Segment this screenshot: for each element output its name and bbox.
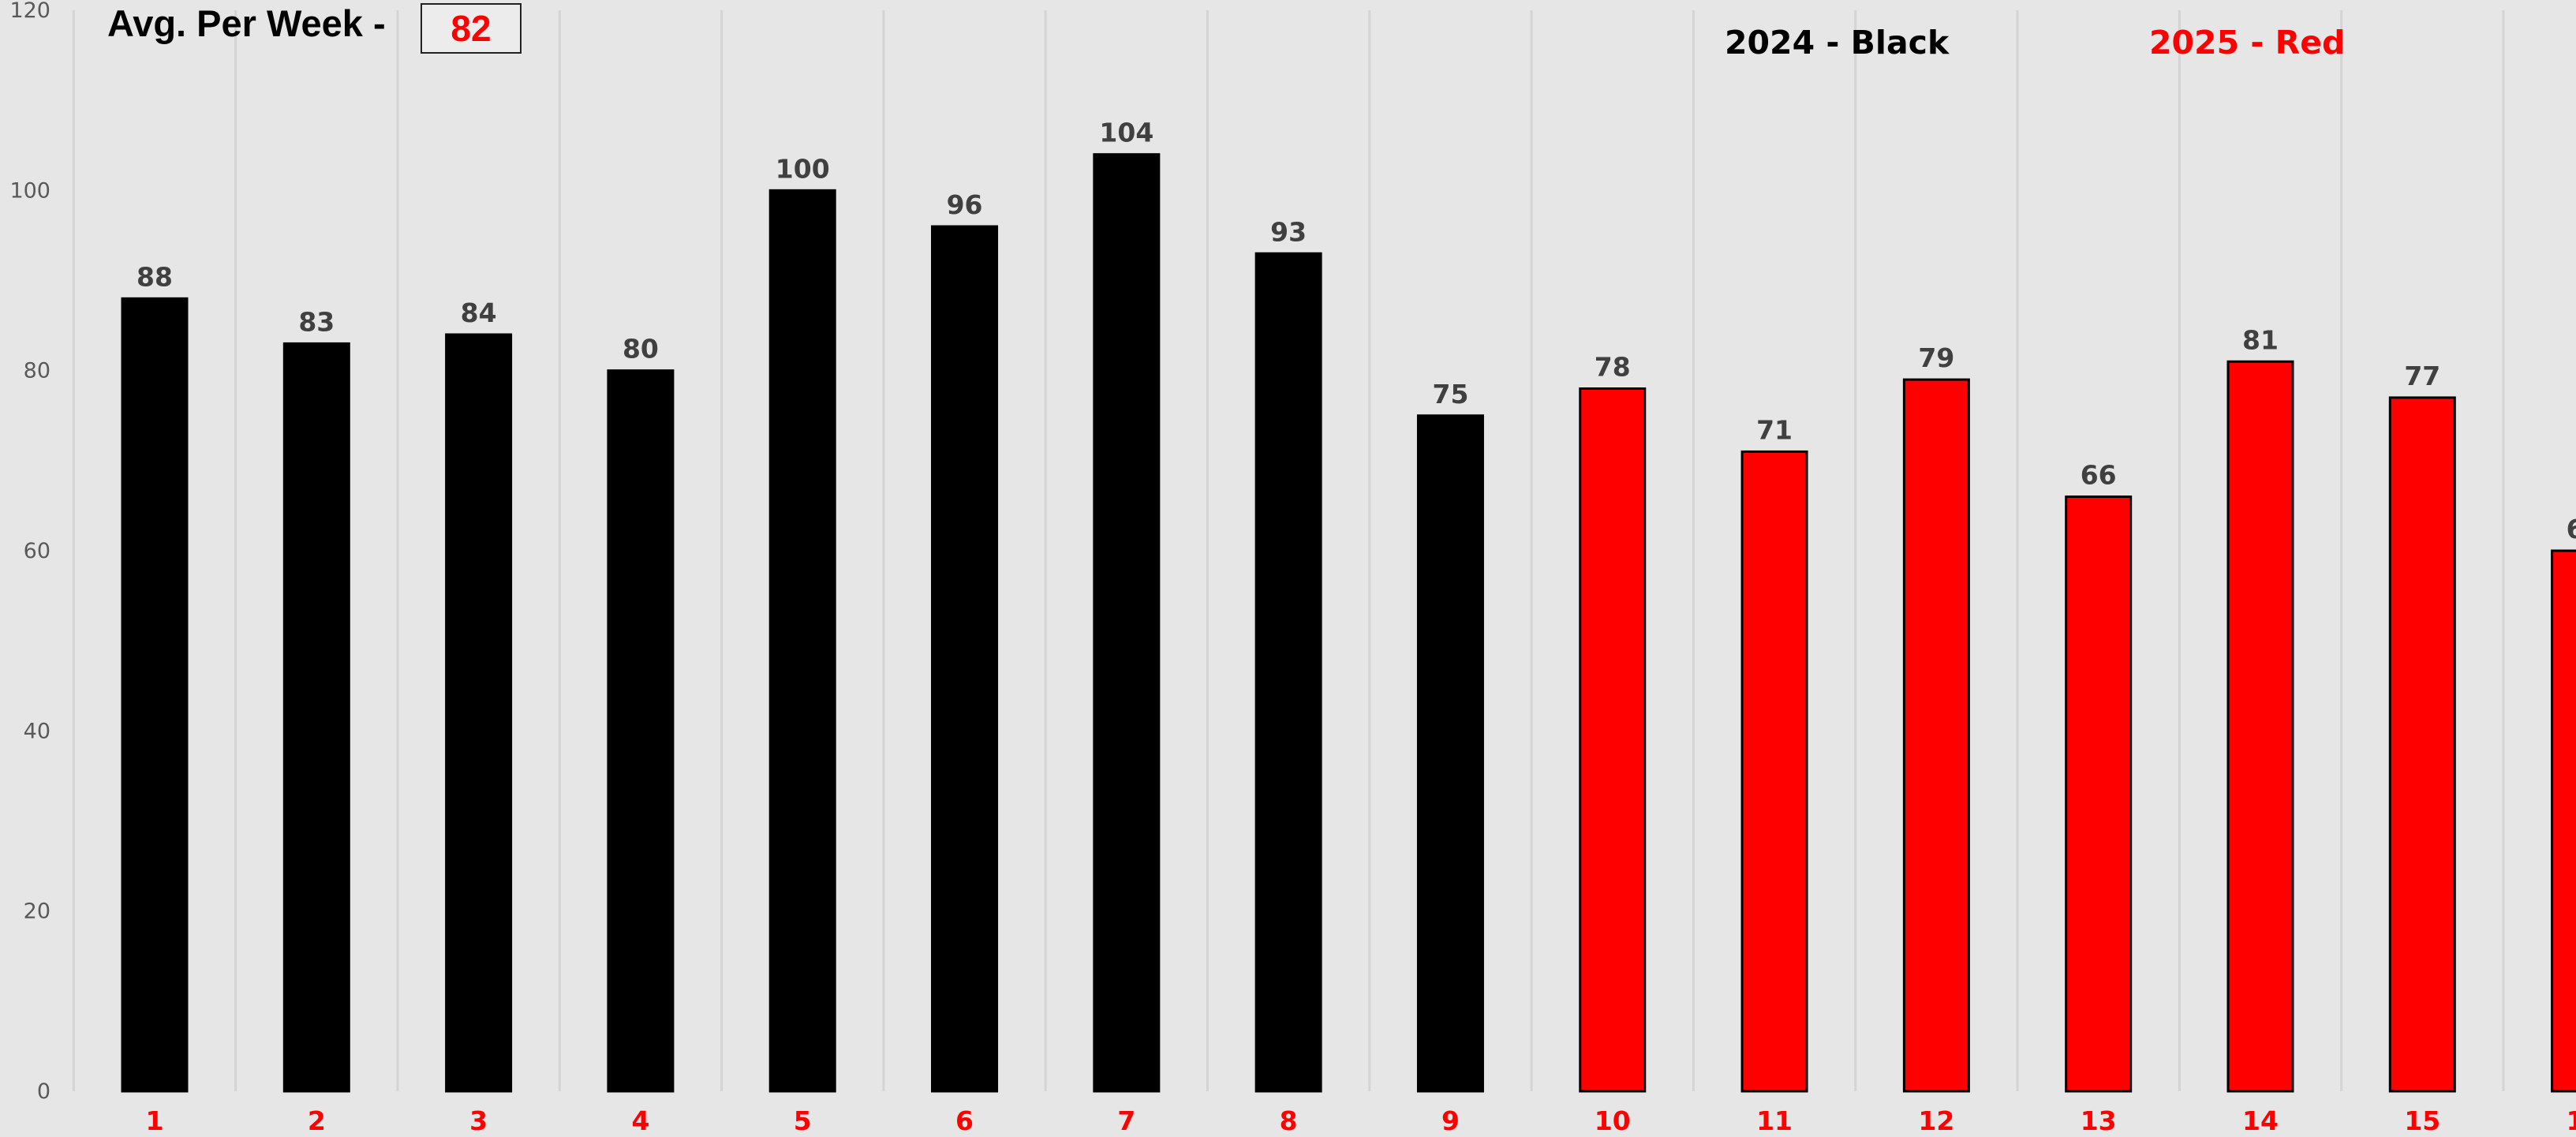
value-label: 81 [2242, 324, 2279, 355]
y-tick-label: 80 [24, 359, 50, 383]
x-tick-label: 12 [1918, 1105, 1954, 1136]
x-tick-label: 2 [308, 1105, 326, 1136]
y-tick-label: 20 [24, 900, 50, 924]
bar-14 [2226, 360, 2294, 1093]
value-label: 93 [1270, 216, 1307, 247]
x-tick-label: 5 [794, 1105, 812, 1136]
x-tick-label: 14 [2242, 1105, 2279, 1136]
x-tick-label: 10 [1595, 1105, 1631, 1136]
bar-4 [607, 369, 675, 1093]
bar-10 [1579, 387, 1647, 1093]
x-tick-label: 6 [955, 1105, 974, 1136]
x-tick-label: 15 [2404, 1105, 2440, 1136]
bar-7 [1093, 153, 1161, 1093]
y-tick-label: 40 [24, 719, 50, 743]
value-label: 80 [623, 334, 659, 365]
x-tick-label: 4 [631, 1105, 649, 1136]
avg-per-week-label: Avg. Per Week - [107, 2, 386, 44]
value-label: 71 [1756, 414, 1793, 445]
x-tick-label: 13 [2081, 1105, 2117, 1136]
x-tick-label: 7 [1117, 1105, 1135, 1136]
x-tick-label: 9 [1441, 1105, 1460, 1136]
value-label: 100 [776, 153, 830, 184]
bar-3 [445, 333, 513, 1093]
value-label: 77 [2404, 361, 2440, 391]
value-label: 88 [136, 261, 173, 292]
value-label: 84 [461, 297, 497, 328]
value-label: 60 [2567, 514, 2576, 544]
x-tick-label: 11 [1756, 1105, 1793, 1136]
value-label: 75 [1432, 379, 1468, 410]
bar-8 [1254, 252, 1322, 1093]
y-tick-label: 120 [9, 0, 50, 23]
x-tick-label: 3 [469, 1105, 488, 1136]
bar-12 [1902, 378, 1970, 1093]
y-tick-label: 100 [9, 178, 50, 203]
bar-11 [1740, 450, 1808, 1093]
x-tick-label: 1 [146, 1105, 164, 1136]
y-tick-label: 0 [37, 1079, 50, 1104]
bar-5 [768, 189, 836, 1093]
value-label: 78 [1595, 352, 1631, 383]
bar-15 [2388, 396, 2456, 1093]
legend-2024-black: 2024 - Black [1725, 24, 1950, 62]
bar-2 [282, 342, 350, 1093]
value-label: 79 [1918, 342, 1954, 373]
bar-13 [2065, 496, 2133, 1093]
avg-per-week-value: 82 [421, 3, 522, 54]
value-label: 83 [298, 306, 335, 337]
x-tick-label: 16 [2567, 1105, 2576, 1136]
bar-9 [1416, 414, 1484, 1093]
bar-16 [2551, 549, 2576, 1093]
y-tick-label: 60 [24, 539, 50, 563]
value-label: 96 [947, 189, 983, 220]
x-tick-label: 8 [1280, 1105, 1298, 1136]
value-label: 104 [1099, 118, 1153, 148]
bar-1 [121, 297, 189, 1093]
legend-2025-red: 2025 - Red [2149, 24, 2346, 62]
value-label: 66 [2081, 460, 2117, 491]
bar-6 [931, 225, 999, 1093]
